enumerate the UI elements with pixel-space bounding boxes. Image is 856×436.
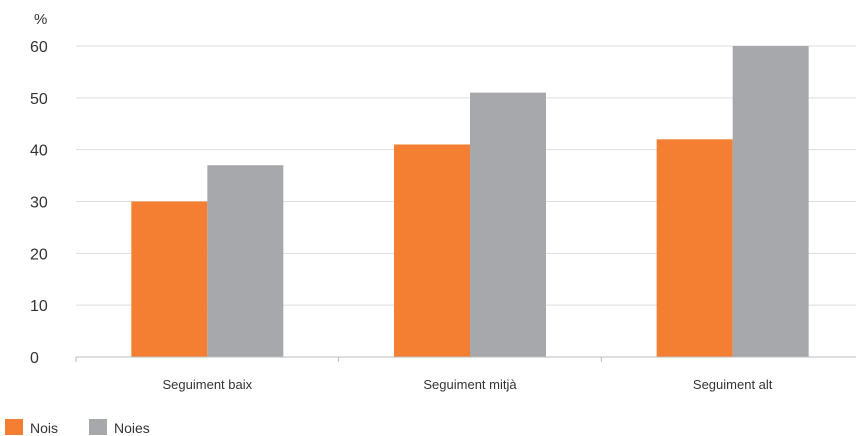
legend: Nois Noies: [5, 419, 150, 436]
x-axis-category-labels: Seguiment baix Seguiment mitjà Seguiment a…: [163, 377, 773, 392]
y-tick-label-20: 20: [30, 246, 48, 263]
y-tick-label-40: 40: [30, 143, 48, 160]
y-tick-label-30: 30: [30, 195, 48, 212]
bar-nois-1: [131, 201, 208, 357]
y-tick-label-50: 50: [30, 91, 48, 108]
bar-noies-2: [470, 92, 546, 358]
bars: [131, 46, 809, 358]
y-tick-label-0: 0: [30, 350, 39, 367]
y-tick-label-10: 10: [30, 298, 48, 315]
bar-noies-1: [207, 165, 284, 357]
y-tick-label-60: 60: [30, 39, 48, 56]
y-axis-unit-label: %: [34, 11, 47, 28]
legend-swatch-nois: [5, 419, 23, 435]
category-label-3: Seguiment alt: [693, 377, 773, 392]
bar-nois-2: [394, 144, 470, 357]
legend-label-nois: Nois: [30, 420, 58, 436]
category-label-2: Seguiment mitjà: [423, 377, 517, 392]
y-axis-ticks: 0 10 20 30 40 50 60: [30, 39, 48, 367]
bar-nois-3: [656, 139, 733, 357]
category-label-1: Seguiment baix: [163, 377, 253, 392]
bar-noies-3: [732, 46, 809, 357]
legend-swatch-noies: [89, 419, 107, 435]
legend-label-noies: Noies: [114, 420, 150, 436]
x-axis-ticks: [75, 357, 602, 362]
